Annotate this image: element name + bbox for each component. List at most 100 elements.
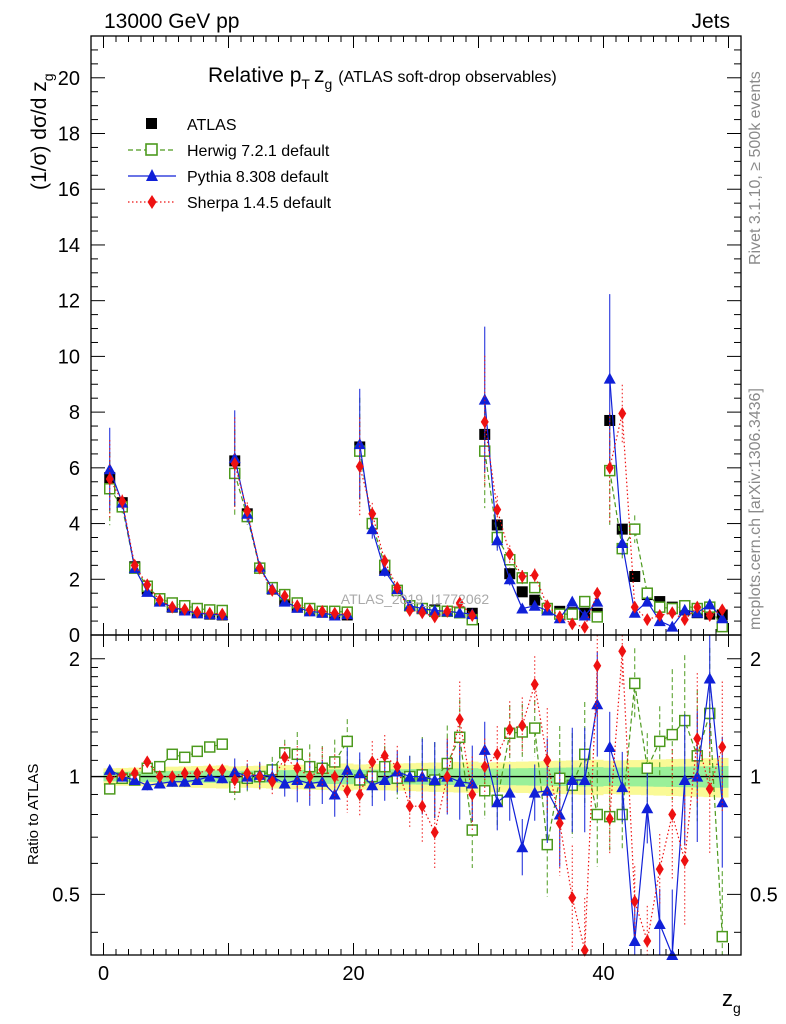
ratio-y-tick-label: 2	[69, 649, 80, 671]
sherpa-point	[393, 581, 402, 595]
pythia-point	[366, 523, 379, 535]
herwig-ratio-point	[654, 735, 666, 748]
pythia-point	[528, 599, 541, 611]
sherpa-point	[193, 605, 202, 619]
sherpa-point	[668, 606, 677, 620]
herwig-ratio-point	[166, 748, 178, 761]
legend-herwig-marker	[145, 143, 158, 156]
sherpa-point	[355, 459, 364, 473]
sherpa-point	[518, 569, 527, 583]
pythia-series-line	[109, 469, 223, 616]
pythia-ratio-point	[141, 779, 154, 791]
sherpa-ratio-point	[343, 784, 352, 798]
herwig-point	[579, 595, 591, 608]
sherpa-ratio-point	[655, 862, 664, 876]
sherpa-point	[255, 561, 264, 575]
pythia-ratio-point	[416, 770, 429, 782]
herwig-ratio-point	[204, 741, 216, 753]
y-tick-label: 12	[58, 291, 80, 313]
sherpa-ratio-point	[493, 747, 502, 761]
watermark: ATLAS_2019_I1772062	[341, 591, 490, 607]
legend-atlas: ATLAS	[187, 117, 237, 134]
pythia-point	[453, 606, 466, 618]
sherpa-ratio-point	[168, 770, 177, 784]
title-main: Relative p	[208, 64, 301, 87]
pythia-ratio-point	[216, 772, 229, 784]
pythia-ratio-point	[328, 788, 341, 800]
pythia-ratio-point	[478, 743, 491, 755]
sherpa-ratio-point	[430, 825, 439, 839]
sherpa-ratio-point	[380, 749, 389, 763]
sherpa-ratio-point	[105, 771, 114, 785]
xlabel-main: z	[722, 986, 733, 1011]
pythia-ratio-point	[553, 808, 566, 820]
sherpa-point	[705, 608, 714, 622]
atlas-point	[616, 523, 628, 535]
sherpa-ratio-point	[580, 943, 589, 957]
sherpa-ratio-point	[405, 799, 414, 813]
sherpa-point	[630, 600, 639, 614]
sherpa-point	[180, 602, 189, 616]
sherpa-point	[230, 457, 239, 471]
sherpa-ratio-point	[230, 773, 239, 787]
sherpa-point	[618, 407, 627, 421]
sherpa-ratio-point	[130, 766, 139, 780]
y-tick-label: 10	[58, 346, 80, 368]
mcplots-label: mcplots.cern.ch [arXiv:1306.3436]	[747, 388, 764, 630]
pythia-ratio-point	[528, 786, 541, 798]
sherpa-ratio-point	[280, 750, 289, 764]
atlas-point	[516, 586, 528, 598]
sherpa-ratio-point	[605, 812, 614, 826]
title-zg: z	[314, 64, 325, 87]
y-tick-label: 0	[69, 625, 80, 647]
sherpa-ratio-point	[618, 644, 627, 658]
sherpa-ratio-point	[118, 768, 127, 782]
ratio-plot	[103, 635, 729, 960]
pythia-ratio-point	[503, 786, 516, 798]
sherpa-ratio-point	[718, 740, 727, 754]
sherpa-series-line	[359, 466, 473, 618]
pythia-ratio-point	[366, 779, 379, 791]
legend-atlas-marker	[146, 118, 157, 129]
herwig-ratio-line	[609, 683, 723, 937]
sherpa-ratio-point	[205, 763, 214, 777]
sherpa-point	[418, 606, 427, 620]
pythia-point	[353, 438, 366, 450]
sherpa-ratio-point	[480, 760, 489, 774]
herwig-ratio-point	[191, 745, 203, 758]
sherpa-ratio-point	[630, 894, 639, 908]
sherpa-point	[105, 472, 114, 486]
sherpa-point	[243, 504, 252, 518]
sherpa-ratio-point	[180, 766, 189, 780]
sherpa-point	[405, 603, 414, 617]
sherpa-ratio-point	[680, 854, 689, 868]
herwig-ratio-point	[529, 722, 541, 734]
pythia-ratio-point	[316, 775, 329, 787]
pythia-point	[616, 537, 629, 549]
pythia-point	[678, 603, 691, 615]
pythia-ratio-point	[616, 781, 629, 793]
herwig-ratio-line	[109, 743, 223, 790]
y-tick-label: 16	[58, 179, 80, 201]
pythia-ratio-point	[628, 935, 641, 947]
sherpa-ratio-point	[143, 755, 152, 769]
x-axis-label: zg	[722, 986, 741, 1016]
sherpa-point	[655, 608, 664, 622]
herwig-ratio-line	[484, 727, 598, 845]
sherpa-ratio-point	[330, 770, 339, 784]
pythia-ratio-point	[428, 773, 441, 785]
sherpa-point	[143, 578, 152, 592]
pythia-point	[428, 604, 441, 616]
pythia-series-line	[359, 444, 473, 615]
sherpa-point	[318, 604, 327, 618]
y-tick-label: 6	[69, 458, 80, 480]
sherpa-series-line	[234, 463, 348, 615]
pythia-ratio-point	[278, 777, 291, 789]
pythia-ratio-line	[234, 769, 348, 796]
herwig-ratio-point	[104, 783, 116, 795]
legend: ATLAS Herwig 7.2.1 default Pythia 8.308 …	[128, 117, 332, 212]
sherpa-ratio-point	[218, 763, 227, 777]
sherpa-ratio-point	[155, 770, 164, 784]
